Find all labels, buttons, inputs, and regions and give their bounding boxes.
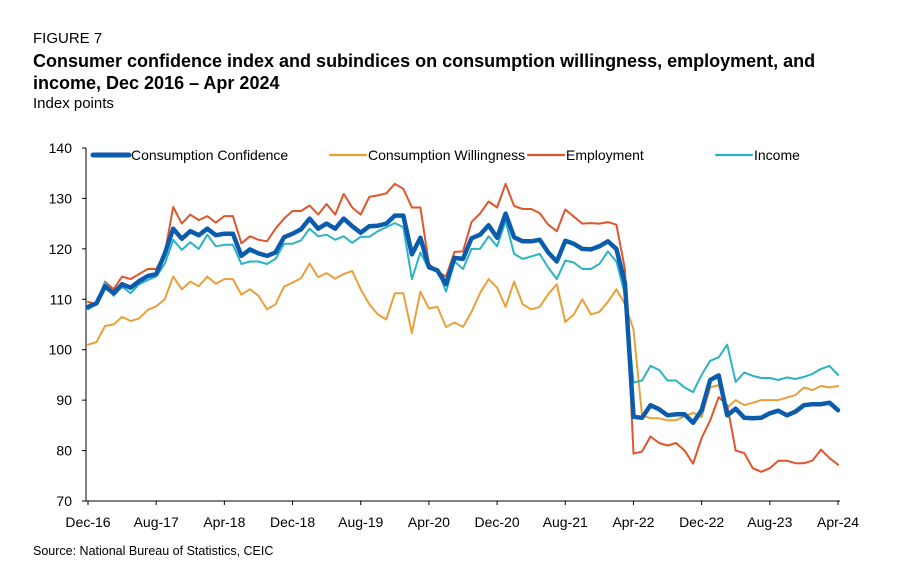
x-tick-label: Apr-20	[408, 514, 450, 530]
y-tick-label: 70	[56, 493, 72, 509]
x-tick-label: Dec-18	[270, 514, 315, 530]
y-axis-ticks: 70 80 90 100 110 120 130 140	[49, 140, 86, 509]
y-tick-label: 90	[56, 392, 72, 408]
source-note: Source: National Bureau of Statistics, C…	[33, 544, 274, 558]
series-lines	[85, 182, 841, 473]
x-tick-label: Dec-16	[65, 514, 110, 530]
legend-label-employment: Employment	[566, 147, 644, 163]
y-tick-label: 110	[50, 291, 73, 307]
x-tick-label: Dec-22	[679, 514, 724, 530]
y-tick-label: 120	[49, 241, 73, 257]
x-tick-label: Aug-19	[338, 514, 383, 530]
x-tick-label: Apr-24	[817, 514, 859, 530]
x-tick-label: Aug-23	[747, 514, 792, 530]
x-tick-label: Apr-22	[612, 514, 654, 530]
unit-label: Index points	[33, 95, 114, 112]
x-axis-ticks: Dec-16 Aug-17 Apr-18 Dec-18 Aug-19 Apr-20 Dec-…	[65, 501, 859, 530]
y-tick-label: 100	[49, 342, 73, 358]
y-tick-label: 140	[49, 140, 73, 156]
y-tick-label: 80	[56, 443, 72, 459]
series-line-employment	[87, 182, 839, 473]
x-tick-label: Aug-17	[134, 514, 179, 530]
figure-label: FIGURE 7	[33, 30, 103, 47]
y-tick-label: 130	[49, 190, 73, 206]
series-line-income	[87, 220, 839, 394]
series-line-willingness	[87, 262, 839, 422]
series-line-confidence	[85, 211, 841, 426]
legend: Consumption Confidence Consumption Willin…	[90, 147, 800, 163]
legend-label-willingness: Consumption Willingness	[368, 147, 525, 163]
x-tick-label: Aug-21	[543, 514, 588, 530]
x-tick-label: Apr-18	[203, 514, 245, 530]
chart-title: Consumer confidence index and subindices…	[33, 51, 816, 93]
x-tick-label: Dec-20	[475, 514, 520, 530]
legend-label-confidence: Consumption Confidence	[131, 147, 288, 163]
legend-label-income: Income	[754, 147, 800, 163]
